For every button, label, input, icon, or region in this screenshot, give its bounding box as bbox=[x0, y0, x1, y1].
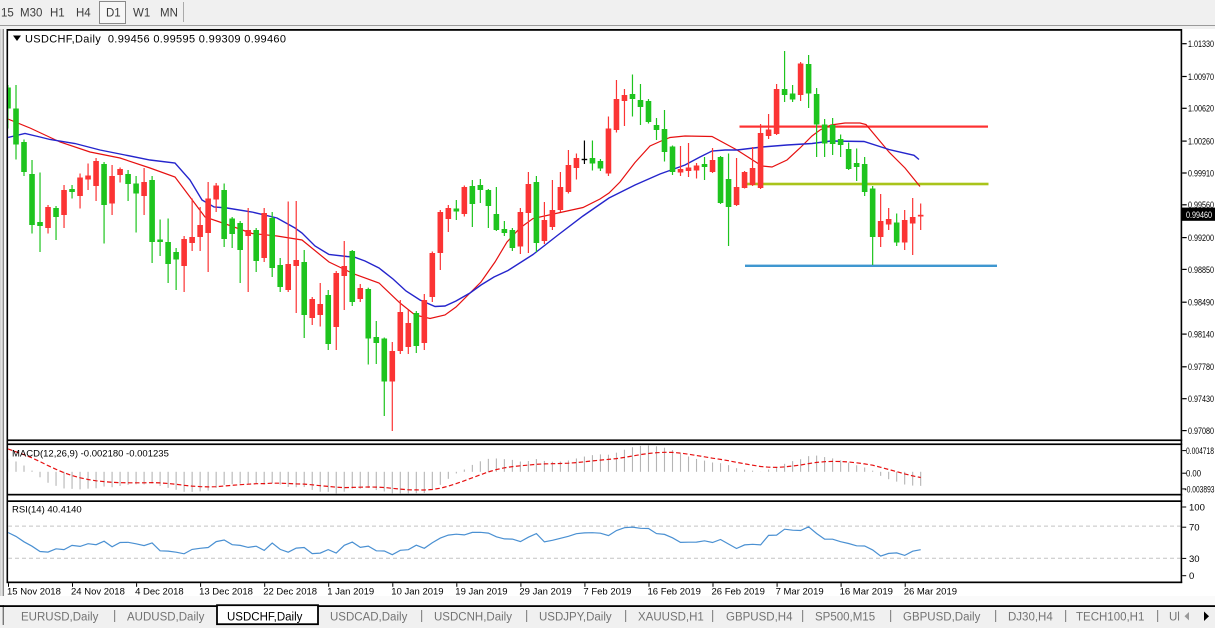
svg-text:MACD(12,26,9) -0.002180 -0.001: MACD(12,26,9) -0.002180 -0.001235 bbox=[12, 449, 169, 460]
svg-text:H1: H1 bbox=[50, 8, 65, 20]
svg-text:USDCAD,Daily: USDCAD,Daily bbox=[330, 612, 408, 624]
svg-text:30: 30 bbox=[1189, 554, 1200, 565]
svg-text:1.00260: 1.00260 bbox=[1188, 137, 1214, 148]
svg-text:26 Mar 2019: 26 Mar 2019 bbox=[904, 587, 957, 598]
svg-text:26 Feb 2019: 26 Feb 2019 bbox=[712, 587, 765, 598]
svg-text:USDCNH,Daily: USDCNH,Daily bbox=[434, 612, 512, 624]
svg-text:Ul: Ul bbox=[1169, 612, 1180, 624]
svg-text:AUDUSD,Daily: AUDUSD,Daily bbox=[127, 612, 205, 624]
svg-text:15: 15 bbox=[1, 8, 14, 20]
svg-text:1.01330: 1.01330 bbox=[1188, 39, 1214, 50]
svg-text:24 Nov 2018: 24 Nov 2018 bbox=[71, 587, 125, 598]
svg-text:4 Dec 2018: 4 Dec 2018 bbox=[135, 587, 184, 598]
svg-text:10 Jan 2019: 10 Jan 2019 bbox=[391, 587, 443, 598]
svg-text:0.98850: 0.98850 bbox=[1188, 265, 1214, 276]
svg-text:SP500,M15: SP500,M15 bbox=[815, 612, 875, 624]
svg-text:0.98490: 0.98490 bbox=[1188, 298, 1214, 309]
svg-text:EURUSD,Daily: EURUSD,Daily bbox=[21, 612, 99, 624]
svg-text:-0.003893: -0.003893 bbox=[1185, 484, 1215, 495]
svg-text:USDCHF,Daily: USDCHF,Daily bbox=[227, 612, 303, 624]
svg-text:DJ30,H4: DJ30,H4 bbox=[1008, 612, 1053, 624]
svg-text:W1: W1 bbox=[133, 8, 150, 20]
svg-text:16 Feb 2019: 16 Feb 2019 bbox=[648, 587, 701, 598]
svg-text:0.00: 0.00 bbox=[1186, 469, 1201, 480]
svg-text:1 Jan 2019: 1 Jan 2019 bbox=[327, 587, 374, 598]
svg-text:13 Dec 2018: 13 Dec 2018 bbox=[199, 587, 253, 598]
svg-text:100: 100 bbox=[1189, 502, 1205, 513]
svg-text:USDJPY,Daily: USDJPY,Daily bbox=[539, 612, 612, 624]
svg-text:D1: D1 bbox=[106, 8, 121, 20]
svg-text:7 Feb 2019: 7 Feb 2019 bbox=[583, 587, 631, 598]
svg-text:19 Jan 2019: 19 Jan 2019 bbox=[455, 587, 507, 598]
svg-text:H4: H4 bbox=[76, 8, 91, 20]
svg-text:RSI(14) 40.4140: RSI(14) 40.4140 bbox=[12, 505, 82, 516]
svg-text:USDCHF,Daily 0.99456 0.99595: USDCHF,Daily 0.99456 0.99595 0.99309 0.9… bbox=[25, 34, 286, 46]
svg-text:GBPUSD,Daily: GBPUSD,Daily bbox=[903, 612, 981, 624]
svg-text:GBPUSD,H4: GBPUSD,H4 bbox=[726, 612, 793, 624]
svg-text:0.98140: 0.98140 bbox=[1188, 330, 1214, 341]
svg-text:0.97430: 0.97430 bbox=[1188, 394, 1214, 405]
svg-text:22 Dec 2018: 22 Dec 2018 bbox=[263, 587, 317, 598]
svg-text:TECH100,H1: TECH100,H1 bbox=[1076, 612, 1144, 624]
svg-text:XAUUSD,H1: XAUUSD,H1 bbox=[638, 612, 704, 624]
svg-text:M30: M30 bbox=[20, 8, 42, 20]
svg-text:0.97080: 0.97080 bbox=[1188, 426, 1214, 437]
svg-text:0.97780: 0.97780 bbox=[1188, 362, 1214, 373]
svg-text:0.99910: 0.99910 bbox=[1188, 168, 1214, 179]
svg-text:29 Jan 2019: 29 Jan 2019 bbox=[519, 587, 571, 598]
svg-text:0.99460: 0.99460 bbox=[1186, 210, 1212, 221]
svg-text:1.00620: 1.00620 bbox=[1188, 104, 1214, 115]
svg-text:MN: MN bbox=[160, 8, 178, 20]
svg-text:16 Mar 2019: 16 Mar 2019 bbox=[840, 587, 893, 598]
svg-text:0.99200: 0.99200 bbox=[1188, 233, 1214, 244]
svg-text:70: 70 bbox=[1189, 523, 1200, 534]
svg-text:1.00970: 1.00970 bbox=[1188, 72, 1214, 83]
svg-text:15 Nov 2018: 15 Nov 2018 bbox=[7, 587, 61, 598]
svg-text:0.004718: 0.004718 bbox=[1186, 446, 1214, 457]
svg-text:7 Mar 2019: 7 Mar 2019 bbox=[776, 587, 824, 598]
svg-text:0: 0 bbox=[1189, 571, 1194, 582]
